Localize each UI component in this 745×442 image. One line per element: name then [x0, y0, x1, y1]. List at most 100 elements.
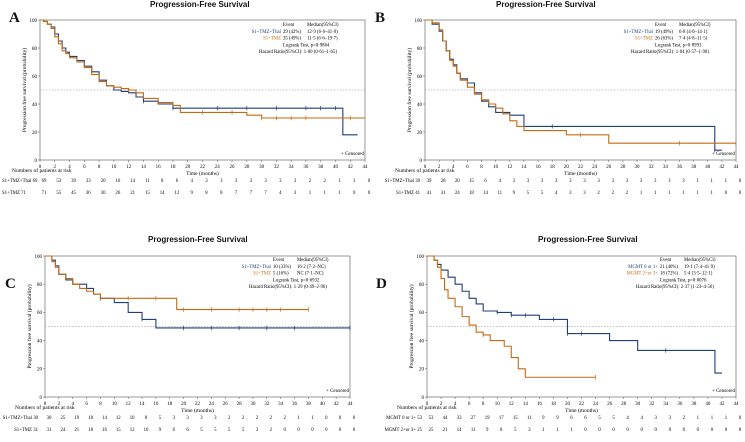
risk-count: 2	[256, 416, 259, 421]
panel-b: B Progression-Free Survival 0 20 40 60 80 100…	[372, 0, 744, 221]
x-tick-label: 28	[237, 402, 243, 407]
risk-count: 7	[264, 191, 267, 196]
x-tick-label: 30	[635, 402, 641, 407]
risk-count: 3	[541, 179, 544, 184]
risk-count: 1	[654, 191, 657, 196]
risk-count: 3	[528, 428, 531, 433]
x-axis-label: Time (months)	[564, 170, 597, 177]
risk-count: 0	[283, 428, 286, 433]
risk-count: 0	[725, 191, 728, 196]
legend-header-median: Median(95%CI)	[684, 258, 716, 263]
x-tick-label: 34	[289, 165, 295, 170]
risk-count: 11	[527, 416, 532, 421]
risk-count: 4	[640, 416, 643, 421]
y-tick-label: 0	[40, 396, 43, 401]
x-tick-label: 8	[482, 402, 485, 407]
risk-count: 0	[297, 428, 300, 433]
legend-row-event: 21 (40%)	[660, 265, 678, 270]
y-tick-label: 40	[417, 103, 423, 108]
risk-table-title: Numbers of patients at risk	[15, 404, 75, 411]
risk-count: 15	[513, 416, 518, 421]
legend-row-label: S1+TMZ+Thal	[624, 30, 654, 35]
risk-count: 1	[711, 416, 714, 421]
risk-row-label: S1+TMZ 41	[396, 191, 420, 196]
risk-count: 3	[214, 416, 217, 421]
y-tick-label: 60	[419, 311, 425, 316]
risk-count: 0	[368, 179, 371, 184]
risk-count: 0	[368, 191, 371, 196]
x-tick-label: 2	[54, 165, 57, 170]
x-tick-label: 8	[480, 165, 483, 170]
risk-count: 9	[556, 416, 559, 421]
risk-count: 1	[556, 428, 559, 433]
risk-count: 33	[457, 416, 462, 421]
risk-count: 3	[264, 179, 267, 184]
risk-count: 0	[339, 428, 342, 433]
y-tick-label: 40	[37, 339, 43, 344]
risk-count: 24	[60, 428, 65, 433]
risk-count: 0	[683, 428, 686, 433]
legend-row-label: S1+TMZ	[253, 272, 271, 277]
legend-header-event: Event	[283, 23, 295, 28]
x-tick-label: 4	[71, 402, 74, 407]
risk-count: 0	[626, 428, 629, 433]
risk-count: 0	[711, 428, 714, 433]
km-curve-secondary	[40, 19, 365, 119]
risk-count: 1	[570, 428, 573, 433]
risk-count: 5	[527, 191, 530, 196]
x-tick-label: 44	[363, 165, 369, 170]
x-tick-label: 2	[58, 402, 61, 407]
risk-count: 6	[570, 416, 573, 421]
x-tick-label: 32	[274, 165, 280, 170]
km-curve-primary	[40, 19, 358, 136]
x-tick-label: 32	[264, 402, 270, 407]
x-tick-label: 14	[523, 402, 529, 407]
risk-count: 2	[323, 179, 326, 184]
censored-legend: + Censored	[712, 152, 735, 157]
risk-row-label: S1+TMZ+Thal 39	[385, 179, 421, 184]
y-axis-label: Progression free survival (probability)	[26, 284, 33, 368]
risk-count: 16	[115, 179, 120, 184]
legend-row-label: S1+TMZ+Thal	[242, 265, 272, 270]
risk-count: 41	[427, 191, 432, 196]
risk-count: 4	[279, 191, 282, 196]
risk-count: 1	[696, 191, 699, 196]
risk-count: 1	[668, 191, 671, 196]
legend-row-label: S1+TMZ+Thal	[252, 30, 282, 35]
legend-header-median: Median(95%CI)	[679, 23, 711, 28]
x-tick-label: 0	[426, 402, 429, 407]
risk-count: 1	[323, 191, 326, 196]
legend-row-event: 19 (49%)	[655, 30, 673, 35]
risk-count: 14	[483, 191, 488, 196]
risk-table-title: Numbers of patients at risk	[395, 167, 455, 174]
risk-row-label: MGMT 0 or 1+ 53	[386, 416, 423, 421]
risk-count: 3	[669, 416, 672, 421]
x-tick-label: 18	[170, 165, 176, 170]
risk-count: 11	[497, 191, 502, 196]
x-tick-label: 36	[677, 402, 683, 407]
legend-row-label: S1+TMZ	[635, 37, 653, 42]
x-tick-label: 6	[466, 165, 469, 170]
risk-count: 24	[455, 191, 460, 196]
risk-count: 25	[429, 428, 434, 433]
x-tick-label: 36	[292, 402, 298, 407]
x-tick-label: 24	[592, 165, 598, 170]
x-tick-label: 30	[259, 165, 265, 170]
risk-count: 12	[116, 416, 121, 421]
risk-count: 8	[161, 179, 164, 184]
x-tick-label: 38	[691, 165, 697, 170]
risk-count: 6	[176, 179, 179, 184]
legend-row-median: 5·4 (3·5–12·1)	[684, 272, 713, 277]
risk-count: 2	[270, 416, 273, 421]
risk-count: 33	[86, 179, 91, 184]
x-tick-label: 16	[537, 402, 543, 407]
risk-count: 0	[640, 428, 643, 433]
x-tick-label: 20	[565, 402, 571, 407]
risk-count: 3	[555, 179, 558, 184]
x-tick-label: 14	[140, 402, 146, 407]
x-tick-label: 6	[85, 402, 88, 407]
risk-count: 8	[220, 191, 223, 196]
x-tick-label: 12	[126, 165, 132, 170]
risk-count: 16	[102, 428, 107, 433]
risk-count: 0	[353, 191, 356, 196]
